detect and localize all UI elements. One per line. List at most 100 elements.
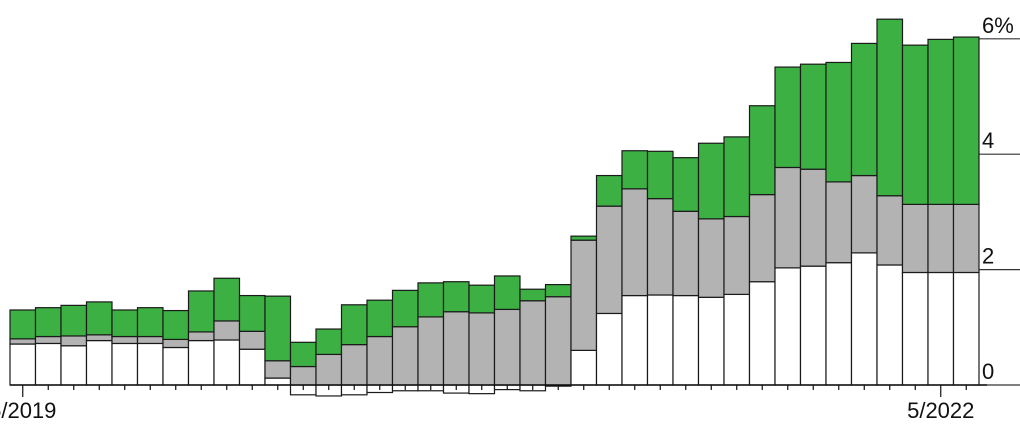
x-tick-label: 5/2019 [0, 398, 56, 423]
bar-segment-7-2021-s2 [672, 157, 700, 212]
bar-segment-7-2019-s0 [60, 345, 88, 386]
bar-segment-7-2019-s1 [60, 335, 88, 347]
bar-segment-3-2020-s1 [264, 360, 292, 379]
bar-segment-3-2021-s2 [570, 235, 598, 241]
bar-segment-8-2019-s2 [85, 301, 113, 336]
bar-segment-1-2021-s1 [519, 300, 547, 386]
bar-segment-11-2020-s1 [468, 312, 496, 386]
bar-segment-8-2021-s2 [697, 142, 725, 220]
bar-segment-10-2021-s1 [748, 193, 776, 283]
bar-segment-3-2022-s2 [876, 18, 904, 197]
bar-segment-12-2021-s1 [799, 168, 827, 267]
bar-segment-11-2021-s2 [774, 66, 802, 169]
bar-segment-8-2019-s1 [85, 334, 113, 342]
bar-segment-11-2021-s1 [774, 166, 802, 269]
bar-segment-9-2020-s1 [417, 316, 445, 386]
bar-segment-9-2020-s2 [417, 282, 445, 318]
bar-segment-5-2021-s0 [621, 294, 649, 386]
y-tick-labels: 0 2 4 6% [982, 13, 1014, 384]
bar-segment-4-2022-s2 [901, 44, 929, 205]
bar-segment-4-2021-s2 [595, 174, 623, 207]
bar-segment-1-2022-s0 [825, 262, 853, 386]
bar-segment-3-2021-s0 [570, 349, 598, 386]
bar-segment-1-2021-s2 [519, 288, 547, 302]
bar-segment-6-2020-s2 [340, 304, 368, 346]
bar-segment-2-2022-s0 [850, 252, 878, 386]
bar-segment-3-2021-s1 [570, 239, 598, 351]
bar-segment-12-2019-s0 [187, 339, 215, 386]
bar-segment-12-2020-s2 [493, 275, 521, 311]
bar-segment-12-2021-s0 [799, 265, 827, 386]
bar-segment-11-2019-s0 [162, 346, 190, 386]
bar-segment-4-2021-s1 [595, 205, 623, 315]
bar-segment-6-2019-s0 [34, 342, 62, 386]
bar-segment-8-2020-s2 [391, 289, 419, 328]
bar-segment-2-2021-s1 [544, 296, 572, 386]
bar-segment-1-2020-s1 [213, 320, 241, 341]
bar-segment-5-2021-s2 [621, 150, 649, 190]
bar-segment-5-2022-s0 [927, 271, 955, 386]
bar-segment-4-2020-s1 [289, 365, 317, 386]
bar-segment-9-2021-s0 [723, 293, 751, 386]
bar-segment-2-2022-s1 [850, 174, 878, 254]
bar-segment-6-2022-s1 [952, 203, 980, 274]
bar-segment-6-2022-s2 [952, 36, 980, 205]
bar-segment-5-2019-s2 [9, 309, 37, 340]
bar-segment-1-2022-s2 [825, 61, 853, 183]
bar-segment-7-2021-s1 [672, 210, 700, 297]
bar-segment-12-2019-s1 [187, 331, 215, 342]
bar-segment-11-2019-s2 [162, 309, 190, 341]
bar-segment-7-2020-s2 [366, 299, 394, 338]
bar-segment-12-2021-s2 [799, 63, 827, 170]
bar-segment-12-2019-s2 [187, 290, 215, 333]
bar-segment-9-2021-s1 [723, 215, 751, 296]
y-tick-label: 6% [982, 13, 1014, 38]
bar-segment-10-2021-s2 [748, 105, 776, 196]
bar-segment-5-2019-s1 [9, 338, 37, 345]
bar-segment-5-2022-s2 [927, 38, 955, 205]
bar-segment-7-2021-s0 [672, 294, 700, 386]
bar-segment-6-2021-s1 [646, 198, 674, 296]
bar-segment-5-2019-s0 [9, 343, 37, 386]
bar-segment-9-2019-s2 [111, 309, 139, 338]
bar-segment-2-2020-s2 [238, 294, 266, 332]
bar-segment-9-2019-s1 [111, 335, 139, 345]
bar-segment-2-2020-s0 [238, 348, 266, 386]
bar-segment-5-2020-s2 [315, 328, 343, 356]
bar-segment-3-2022-s0 [876, 264, 904, 386]
bar-segment-9-2021-s2 [723, 136, 751, 218]
bars-layer [9, 18, 980, 397]
bar-segment-8-2019-s0 [85, 339, 113, 386]
bar-segment-6-2019-s2 [34, 307, 62, 338]
bar-segment-2-2022-s2 [850, 42, 878, 177]
x-tick-label: 5/2022 [907, 398, 974, 423]
bar-segment-4-2021-s0 [595, 312, 623, 386]
x-tick-labels: 5/2019 5/2022 [0, 398, 974, 423]
bar-segment-3-2020-s0 [264, 377, 292, 386]
bar-segment-4-2020-s2 [289, 341, 317, 368]
bar-segment-5-2020-s1 [315, 353, 343, 386]
bar-segment-6-2021-s2 [646, 150, 674, 200]
bar-segment-6-2019-s1 [34, 335, 62, 345]
bar-segment-6-2022-s0 [952, 271, 980, 386]
bar-segment-9-2019-s0 [111, 342, 139, 386]
bar-segment-6-2021-s0 [646, 294, 674, 386]
bar-segment-1-2020-s0 [213, 339, 241, 386]
y-tick-label: 4 [982, 128, 994, 153]
bar-segment-10-2019-s1 [136, 335, 164, 345]
bar-segment-3-2022-s1 [876, 195, 904, 266]
bar-segment-10-2020-s1 [442, 311, 470, 386]
bar-segment-2-2020-s1 [238, 330, 266, 350]
bar-segment-7-2019-s2 [60, 304, 88, 337]
bar-segment-12-2020-s1 [493, 308, 521, 386]
y-tick-label: 2 [982, 244, 994, 269]
bar-segment-7-2020-s1 [366, 335, 394, 386]
bar-segment-1-2020-s2 [213, 277, 241, 322]
bar-segment-5-2021-s1 [621, 188, 649, 297]
bar-segment-8-2021-s1 [697, 218, 725, 298]
x-axis [10, 384, 987, 397]
bar-segment-4-2022-s1 [901, 203, 929, 274]
bar-segment-5-2022-s1 [927, 203, 955, 274]
